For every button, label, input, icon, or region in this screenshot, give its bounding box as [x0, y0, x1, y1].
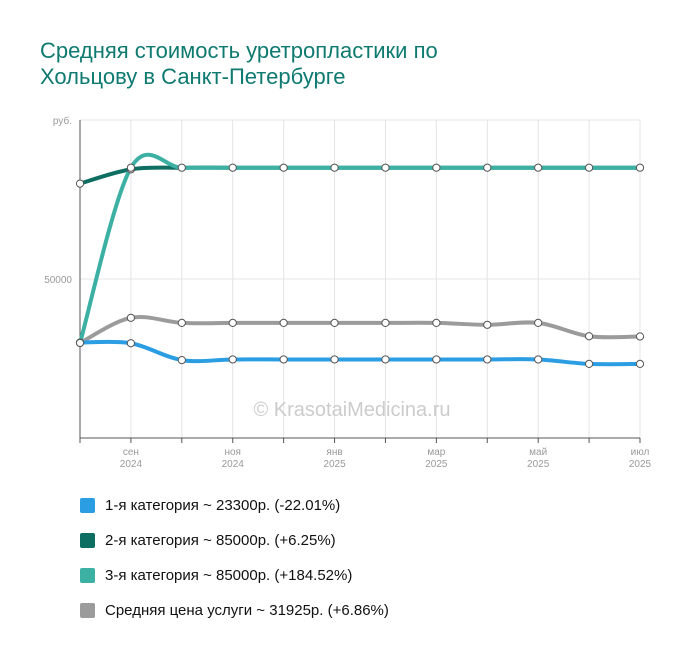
- legend-label: 3-я категория ~ 85000р. (+184.52%): [105, 567, 353, 584]
- series-4-point: [330, 318, 339, 327]
- x-tick-label-month: май: [529, 447, 547, 458]
- series-3-point: [330, 163, 339, 172]
- series-1-point: [534, 355, 543, 364]
- series-1-point: [177, 355, 186, 365]
- legend: 1-я категория ~ 23300р. (-22.01%) 2-я кат…: [80, 488, 389, 628]
- legend-swatch: [80, 498, 95, 513]
- x-tick-labels: сен2024ноя2024янв2025мар2025май2025июл20…: [120, 447, 652, 470]
- legend-swatch: [80, 533, 95, 548]
- x-tick-label-year: 2025: [527, 459, 550, 470]
- series-1-point: [635, 359, 645, 369]
- series-line-4: [78, 315, 642, 345]
- series-3-point: [483, 163, 492, 172]
- series-4-point: [534, 318, 543, 327]
- series-4-point: [381, 318, 390, 327]
- series-4-point: [584, 332, 594, 341]
- series-3-point: [381, 163, 390, 172]
- series-line-3: [78, 152, 642, 345]
- legend-item-3[interactable]: 3-я категория ~ 85000р. (+184.52%): [80, 558, 389, 593]
- legend-label: Средняя цена услуги ~ 31925р. (+6.86%): [105, 602, 389, 619]
- series-4-point: [483, 320, 492, 329]
- x-tick-label-month: сен: [123, 447, 139, 458]
- x-tick-label-year: 2024: [120, 459, 143, 470]
- y-tick-label: 50000: [44, 275, 72, 286]
- series-1-point: [483, 355, 492, 364]
- legend-item-4[interactable]: Средняя цена услуги ~ 31925р. (+6.86%): [80, 593, 389, 628]
- watermark: © KrasotaiMedicina.ru: [253, 399, 450, 421]
- x-tick-label-year: 2025: [425, 459, 448, 470]
- series-4-point: [635, 332, 645, 341]
- x-tick-label-month: июл: [631, 447, 650, 458]
- series-3-point: [177, 163, 186, 172]
- series-3-point: [534, 163, 543, 172]
- series-lines: [78, 152, 642, 367]
- series-3-point: [228, 163, 237, 172]
- y-axis-unit: руб.: [53, 115, 72, 127]
- series-3-point: [126, 163, 136, 172]
- series-3-point: [584, 163, 594, 172]
- series-3-point: [635, 163, 645, 172]
- series-4-point: [228, 318, 237, 327]
- x-tick-label-year: 2024: [222, 459, 245, 470]
- series-1-point: [330, 355, 339, 364]
- line-chart: © KrasotaiMedicina.ru сен2024ноя2024янв2…: [44, 115, 652, 470]
- series-2-point: [75, 179, 85, 188]
- y-tick-labels: руб. 50000: [44, 115, 72, 286]
- chart-title-line-2: Хольцову в Санкт-Петербурге: [40, 64, 346, 89]
- series-line-1: [78, 339, 642, 367]
- series-1-point: [584, 359, 594, 369]
- series-3-point: [75, 338, 85, 348]
- x-tick-label-year: 2025: [629, 459, 652, 470]
- series-1-point: [126, 339, 136, 348]
- series-4-point: [279, 318, 288, 327]
- legend-item-1[interactable]: 1-я категория ~ 23300р. (-22.01%): [80, 488, 389, 523]
- series-line-2: [78, 165, 642, 186]
- series-1-point: [228, 355, 237, 364]
- x-tick-label-year: 2025: [323, 459, 346, 470]
- series-4-point: [432, 318, 441, 327]
- series-1-point: [279, 355, 288, 364]
- series-markers: [75, 163, 645, 369]
- chart-title: Средняя стоимость уретропластики по Холь…: [40, 38, 660, 90]
- chart-title-line-1: Средняя стоимость уретропластики по: [40, 38, 438, 63]
- legend-label: 1-я категория ~ 23300р. (-22.01%): [105, 497, 341, 514]
- series-1-point: [381, 355, 390, 364]
- x-tick-label-month: ноя: [224, 447, 241, 458]
- legend-swatch: [80, 603, 95, 618]
- series-3-point: [279, 163, 288, 172]
- x-tick-label-month: мар: [427, 447, 445, 458]
- grid-lines: [79, 119, 641, 438]
- series-1-point: [432, 355, 441, 364]
- x-tick-label-month: янв: [326, 447, 342, 458]
- legend-item-2[interactable]: 2-я категория ~ 85000р. (+6.25%): [80, 523, 389, 558]
- series-4-point: [177, 318, 186, 327]
- legend-swatch: [80, 568, 95, 583]
- legend-label: 2-я категория ~ 85000р. (+6.25%): [105, 532, 336, 549]
- series-4-point: [126, 313, 136, 322]
- axes: [79, 120, 641, 443]
- series-3-point: [432, 163, 441, 172]
